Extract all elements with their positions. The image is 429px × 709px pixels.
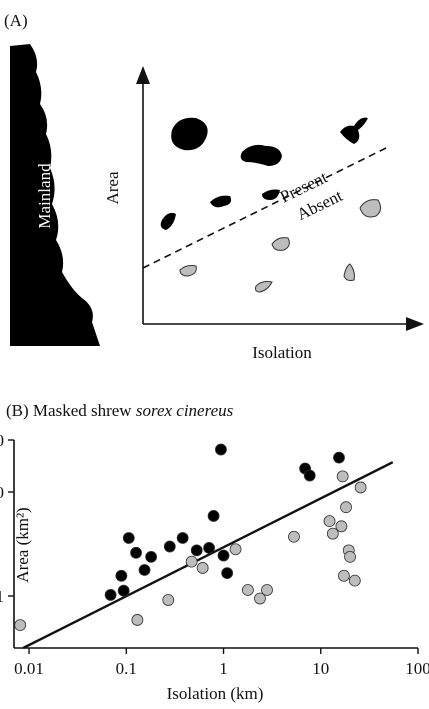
data-point <box>333 451 345 464</box>
x-tick-label: 10 <box>312 659 329 678</box>
mainland-label: Mainland <box>35 163 54 229</box>
data-point <box>354 481 367 494</box>
island-present <box>171 117 208 151</box>
island-absent <box>271 237 290 251</box>
data-point <box>336 470 349 483</box>
data-point <box>162 594 175 606</box>
data-point <box>122 532 135 544</box>
threshold-line <box>142 147 387 269</box>
data-point <box>335 520 348 533</box>
island-absent <box>179 265 197 277</box>
data-point <box>176 532 189 544</box>
panel-label: (A) <box>4 11 28 30</box>
title-text: (B) Masked shrew <box>6 401 132 420</box>
island-absent <box>359 199 382 218</box>
y-tick-label: 1000 <box>0 431 4 450</box>
data-point <box>115 569 128 582</box>
data-point <box>221 567 234 579</box>
data-point <box>344 550 356 563</box>
x-axis-label: Isolation <box>252 343 312 362</box>
x-arrow <box>406 317 424 331</box>
data-point <box>163 540 176 553</box>
data-point <box>131 614 144 626</box>
y-arrow <box>136 66 150 84</box>
x-axis-title: Isolation (km) <box>167 684 264 703</box>
data-point <box>207 510 220 522</box>
data-point <box>117 584 130 597</box>
data-point <box>104 589 117 601</box>
y-axis-title: Area (km²) <box>13 507 32 582</box>
data-point <box>130 546 142 559</box>
island-absent <box>255 281 273 293</box>
fit-line <box>22 461 394 650</box>
data-point <box>254 592 266 605</box>
island-present <box>262 189 280 200</box>
island-present <box>240 144 282 166</box>
chart-title: (B) Masked shrew sorex cinereus <box>6 401 234 420</box>
x-tick-label: 0.1 <box>116 659 137 678</box>
data-point <box>241 584 254 596</box>
x-tick-label: 0.01 <box>14 659 44 678</box>
data-point <box>196 562 209 574</box>
data-point <box>145 550 158 563</box>
data-point <box>215 443 227 456</box>
island-absent <box>343 263 355 281</box>
data-point <box>185 555 198 568</box>
data-point <box>323 515 336 527</box>
mainland-shape <box>10 44 100 346</box>
data-point <box>348 574 361 587</box>
data-point <box>203 541 215 554</box>
x-tick-label: 1 <box>219 659 228 678</box>
data-point <box>340 501 352 514</box>
title-species: sorex cinereus <box>136 401 234 420</box>
y-axis-label: Area <box>103 171 122 204</box>
data-point <box>338 569 350 582</box>
island-present <box>160 212 176 230</box>
plot-area: 0.01 0.1 1 10 100 1000 10 .001 <box>0 431 429 678</box>
island-present <box>210 195 232 208</box>
data-point <box>190 544 203 557</box>
data-point <box>303 469 316 482</box>
island-present <box>340 117 368 144</box>
data-point <box>217 549 230 562</box>
y-tick-label: .001 <box>0 587 4 606</box>
x-tick-label: 100 <box>405 659 429 678</box>
data-point <box>138 564 151 576</box>
data-point <box>288 530 300 543</box>
data-point <box>261 584 273 596</box>
y-tick-label: 10 <box>0 483 4 502</box>
data-point <box>14 619 27 631</box>
data-point <box>326 527 339 540</box>
data-point <box>229 543 242 556</box>
